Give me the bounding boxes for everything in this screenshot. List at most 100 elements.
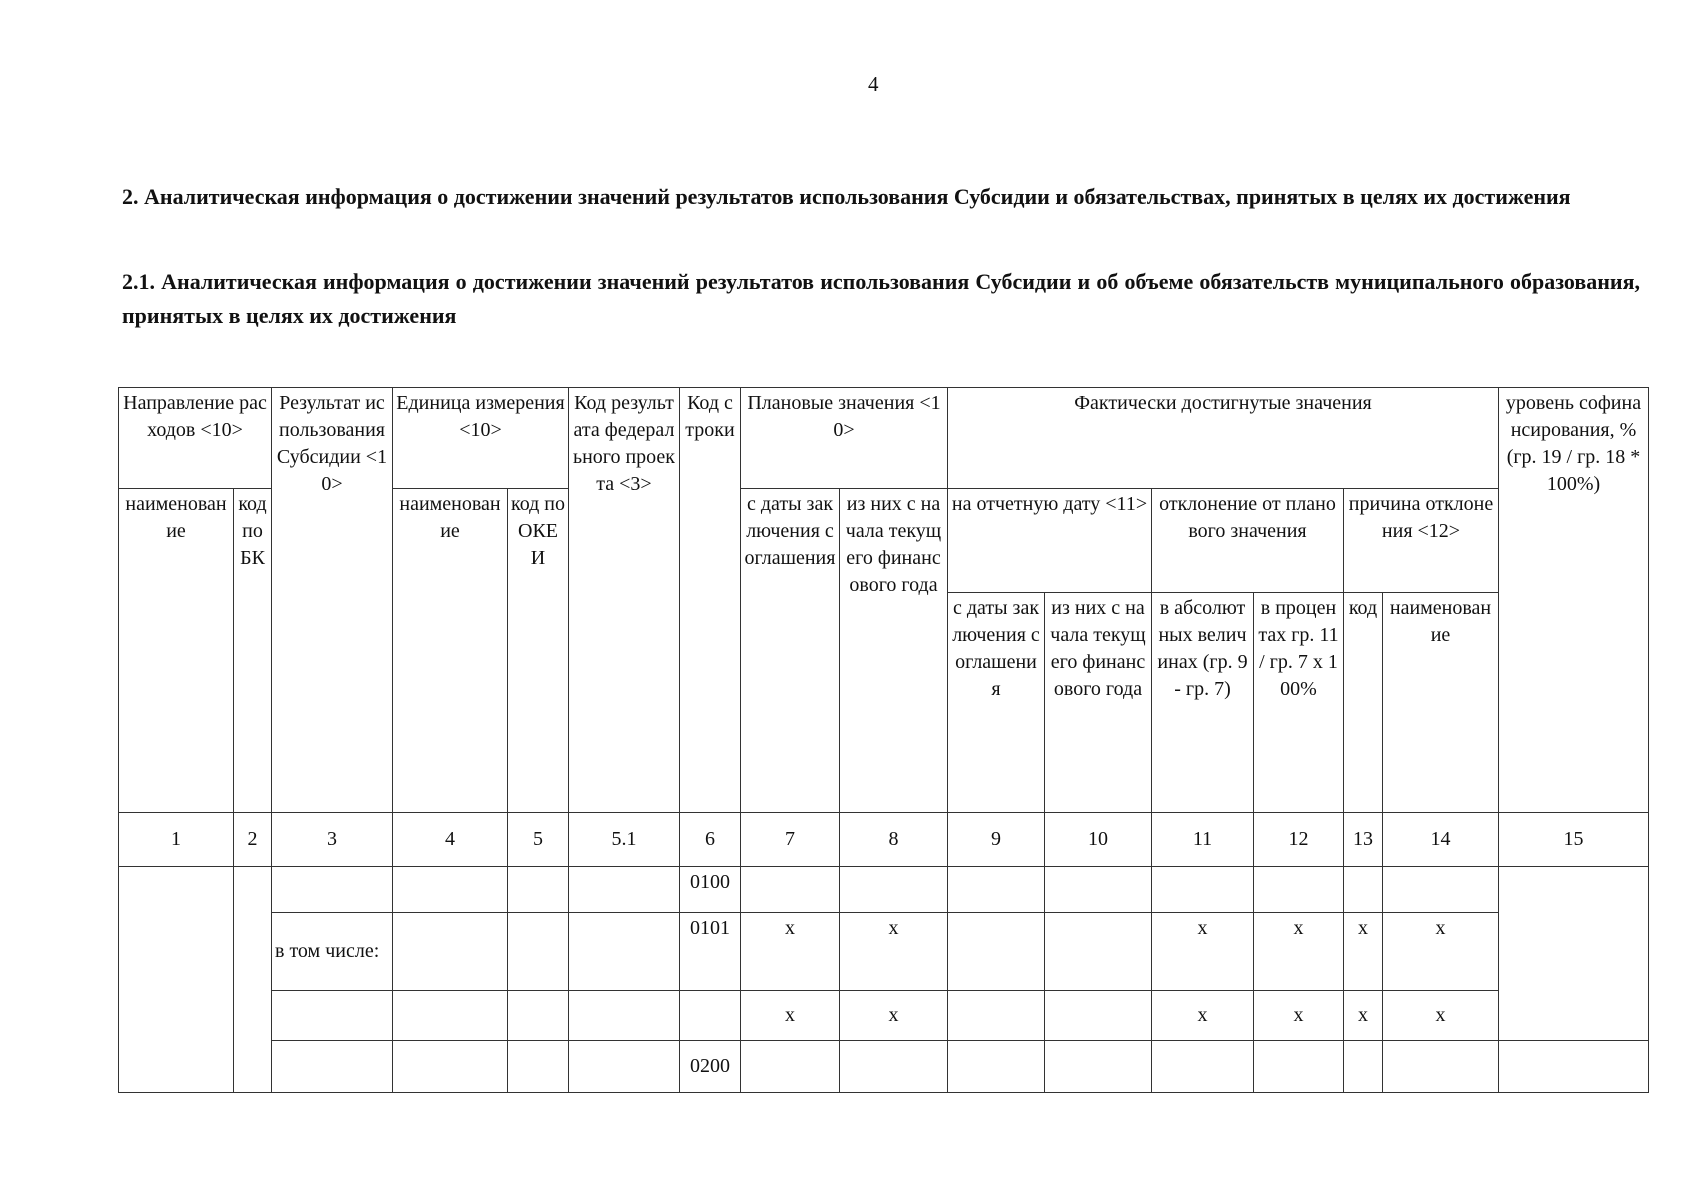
header-reason: причина отклонения <12>: [1343, 488, 1499, 593]
cell-dir-name: [118, 866, 234, 1093]
cell: [1044, 912, 1152, 991]
cell: [839, 866, 948, 913]
cell: x: [1343, 990, 1383, 1041]
header-act-from-year: из них с начала текущего финансового год…: [1044, 592, 1152, 813]
page-number: 4: [868, 72, 879, 96]
table-row: 0100: [118, 866, 1649, 1093]
cell: x: [839, 912, 948, 991]
cell: x: [740, 912, 840, 991]
table-row: 0200: [119, 1040, 1649, 1093]
cell: [947, 1040, 1045, 1093]
cell: [1044, 990, 1152, 1041]
cell: [1253, 1040, 1344, 1093]
analytics-table: Направление расходов <10> Результат испо…: [118, 387, 1649, 1093]
header-plan-from-date: с даты заключения соглашения: [740, 488, 840, 813]
cell: x: [1151, 912, 1254, 991]
cell: [1044, 1040, 1152, 1093]
cell-cofinancing: [1498, 1040, 1649, 1093]
header-deviation: отклонение от планового значения: [1151, 488, 1344, 593]
cell: x: [1253, 990, 1344, 1041]
col-number: 13: [1343, 812, 1383, 867]
cell: [1151, 1040, 1254, 1093]
cell: [568, 1040, 680, 1093]
cell: [507, 866, 569, 913]
cell: [507, 912, 569, 991]
cell-row-code: 0100: [679, 866, 741, 913]
header-dir-name: наименование: [118, 488, 234, 813]
header-on-date: на отчетную дату <11>: [947, 488, 1152, 593]
cell-row-code: 0200: [679, 1040, 741, 1093]
subsection-heading: 2.1. Аналитическая информация о достижен…: [122, 269, 1640, 328]
header-unit-name: наименование: [392, 488, 508, 813]
cell: x: [1382, 990, 1499, 1041]
cell: x: [839, 990, 948, 1041]
col-number: 1: [118, 812, 234, 867]
header-direction: Направление расходов <10>: [118, 387, 272, 489]
col-number: 9: [947, 812, 1045, 867]
cell: [1151, 866, 1254, 913]
table-row: x x x x x x: [119, 990, 1649, 1041]
cell: [1253, 866, 1344, 913]
cell: [568, 990, 680, 1041]
col-number: 6: [679, 812, 741, 867]
cell: [839, 1040, 948, 1093]
cell: [568, 912, 680, 991]
cell: [507, 1040, 569, 1093]
header-fed-code: Код результата федерального проекта <3>: [568, 387, 680, 813]
col-number: 2: [233, 812, 272, 867]
col-number: 10: [1044, 812, 1152, 867]
col-number: 12: [1253, 812, 1344, 867]
col-number: 15: [1498, 812, 1649, 867]
cell: [568, 866, 680, 913]
cell: x: [1343, 912, 1383, 991]
header-act-from-date: с даты заключения соглашения: [947, 592, 1045, 813]
header-reason-code: код: [1343, 592, 1383, 813]
cell-row-code: [679, 990, 741, 1041]
header-plan-from-year: из них с начала текущего финансового год…: [839, 488, 948, 813]
header-dev-abs: в абсолютных величинах (гр. 9 - гр. 7): [1151, 592, 1254, 813]
table-row: в том числе: 0101 x x x x x x: [119, 912, 1649, 991]
cell-result: [271, 866, 393, 913]
header-dev-pct: в процентах гр. 11 / гр. 7 х 100%: [1253, 592, 1344, 813]
cell: [1382, 1040, 1499, 1093]
cell: x: [1253, 912, 1344, 991]
cell-row-code: 0101: [679, 912, 741, 991]
cell: [740, 866, 840, 913]
header-reason-name: наименование: [1382, 592, 1499, 813]
cell: x: [740, 990, 840, 1041]
col-number: 5.1: [568, 812, 680, 867]
cell: x: [1151, 990, 1254, 1041]
col-number: 7: [740, 812, 840, 867]
col-number: 11: [1151, 812, 1254, 867]
col-number: 14: [1382, 812, 1499, 867]
cell-result: [271, 990, 393, 1041]
cell: [1343, 866, 1383, 913]
section-heading: 2. Аналитическая информация о достижении…: [122, 184, 1571, 209]
header-dir-code: код по БК: [233, 488, 272, 813]
header-cofinancing: уровень софинансирования, % (гр. 19 / гр…: [1498, 387, 1649, 813]
cell: [392, 1040, 508, 1093]
col-number: 8: [839, 812, 948, 867]
col-number: 3: [271, 812, 393, 867]
header-row-code: Код строки: [679, 387, 741, 813]
cell: [947, 990, 1045, 1041]
cell: [740, 1040, 840, 1093]
cell-dir-code: [233, 866, 272, 1093]
cell: [392, 912, 508, 991]
cell: [947, 912, 1045, 991]
col-number: 4: [392, 812, 508, 867]
cell-cofinancing: [1498, 866, 1649, 1041]
header-planned: Плановые значения <10>: [740, 387, 948, 489]
header-actual: Фактически достигнутые значения: [947, 387, 1499, 489]
cell: [507, 990, 569, 1041]
cell: [1382, 866, 1499, 913]
cell: [392, 866, 508, 913]
cell: [392, 990, 508, 1041]
cell-result: в том числе:: [271, 912, 393, 991]
cell: [1044, 866, 1152, 913]
cell: x: [1382, 912, 1499, 991]
header-unit: Единица измерения <10>: [392, 387, 569, 489]
cell-result: [271, 1040, 393, 1093]
col-number: 5: [507, 812, 569, 867]
header-unit-code: код по ОКЕИ: [507, 488, 569, 813]
